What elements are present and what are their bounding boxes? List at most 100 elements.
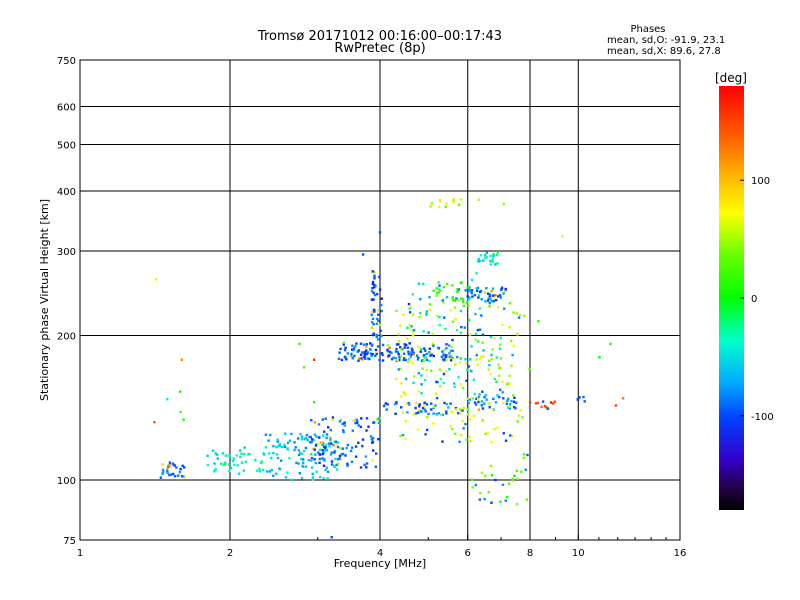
data-point	[473, 392, 476, 396]
data-point	[339, 419, 342, 422]
data-point	[451, 201, 455, 204]
data-point	[283, 443, 286, 447]
data-point	[576, 398, 580, 401]
data-point	[325, 433, 329, 436]
data-point	[451, 296, 454, 299]
data-point	[422, 360, 426, 363]
data-point	[333, 451, 336, 454]
data-point	[360, 357, 363, 360]
data-point	[422, 404, 426, 407]
data-point	[374, 284, 377, 288]
data-point	[355, 418, 358, 421]
data-point	[543, 404, 547, 408]
data-point	[283, 445, 287, 448]
data-point	[475, 358, 478, 361]
data-point	[365, 345, 368, 348]
data-point	[351, 344, 354, 347]
data-point	[178, 470, 182, 474]
data-point	[323, 445, 326, 448]
data-point	[426, 428, 429, 432]
data-point	[407, 302, 411, 306]
data-point	[371, 437, 375, 440]
data-point	[490, 357, 493, 361]
data-point	[161, 468, 165, 471]
data-point	[411, 362, 414, 365]
data-point	[290, 432, 293, 436]
data-point	[352, 419, 355, 422]
data-point	[303, 449, 306, 453]
data-point	[508, 374, 511, 378]
data-point	[336, 441, 340, 444]
data-point	[359, 466, 363, 469]
data-point	[286, 448, 290, 451]
data-point	[455, 329, 459, 332]
data-point	[478, 259, 482, 262]
data-point	[333, 440, 336, 443]
data-point	[426, 416, 429, 419]
data-point	[432, 412, 435, 415]
data-point	[445, 282, 449, 286]
data-point	[435, 396, 439, 400]
data-point	[470, 278, 474, 282]
data-point	[466, 286, 469, 289]
data-point	[365, 466, 368, 469]
data-point	[410, 351, 413, 354]
data-point	[429, 351, 432, 355]
data-point	[183, 476, 186, 480]
data-point	[413, 375, 416, 378]
data-point	[468, 435, 471, 438]
data-point	[493, 377, 497, 381]
data-point	[480, 404, 483, 407]
data-point	[496, 251, 500, 254]
data-point	[435, 287, 438, 290]
data-point	[537, 320, 540, 323]
data-point	[173, 475, 177, 478]
data-point	[329, 453, 333, 456]
data-point	[512, 311, 515, 314]
data-point	[346, 464, 349, 467]
y-axis-label: Stationary phase Virtual Height [km]	[38, 199, 51, 401]
data-point	[378, 288, 382, 291]
data-point	[418, 315, 421, 319]
data-point	[478, 393, 481, 396]
data-point	[481, 420, 484, 423]
data-point	[479, 254, 483, 257]
data-point	[445, 296, 449, 299]
data-point	[474, 332, 478, 335]
data-point	[172, 472, 175, 476]
data-point	[428, 308, 432, 311]
data-point	[500, 288, 503, 292]
data-point	[276, 440, 279, 443]
data-point	[342, 343, 345, 346]
data-point	[303, 437, 306, 441]
data-point	[404, 437, 407, 440]
data-point	[179, 390, 182, 393]
data-point	[485, 256, 488, 259]
data-point	[506, 496, 509, 499]
data-point	[437, 412, 441, 415]
data-point	[443, 316, 446, 319]
data-point	[431, 332, 434, 336]
data-point	[492, 297, 495, 301]
data-point	[509, 434, 512, 437]
data-point	[345, 446, 348, 450]
data-point	[468, 286, 471, 289]
data-point	[372, 421, 376, 424]
data-point	[342, 341, 346, 345]
data-point	[512, 344, 515, 348]
data-point	[504, 439, 508, 442]
data-point	[344, 356, 347, 359]
y-tick-label: 500	[57, 141, 76, 152]
data-point	[153, 421, 156, 424]
data-point	[488, 402, 491, 405]
data-point	[420, 410, 423, 413]
chart-title: Tromsø 20171012 00:16:00–00:17:43	[257, 29, 502, 44]
data-point	[177, 474, 180, 477]
data-point	[236, 464, 239, 467]
data-point	[235, 454, 238, 457]
data-point	[304, 446, 308, 450]
data-point	[313, 433, 317, 436]
data-point	[327, 426, 330, 429]
data-point	[378, 417, 381, 420]
data-point	[462, 386, 465, 390]
